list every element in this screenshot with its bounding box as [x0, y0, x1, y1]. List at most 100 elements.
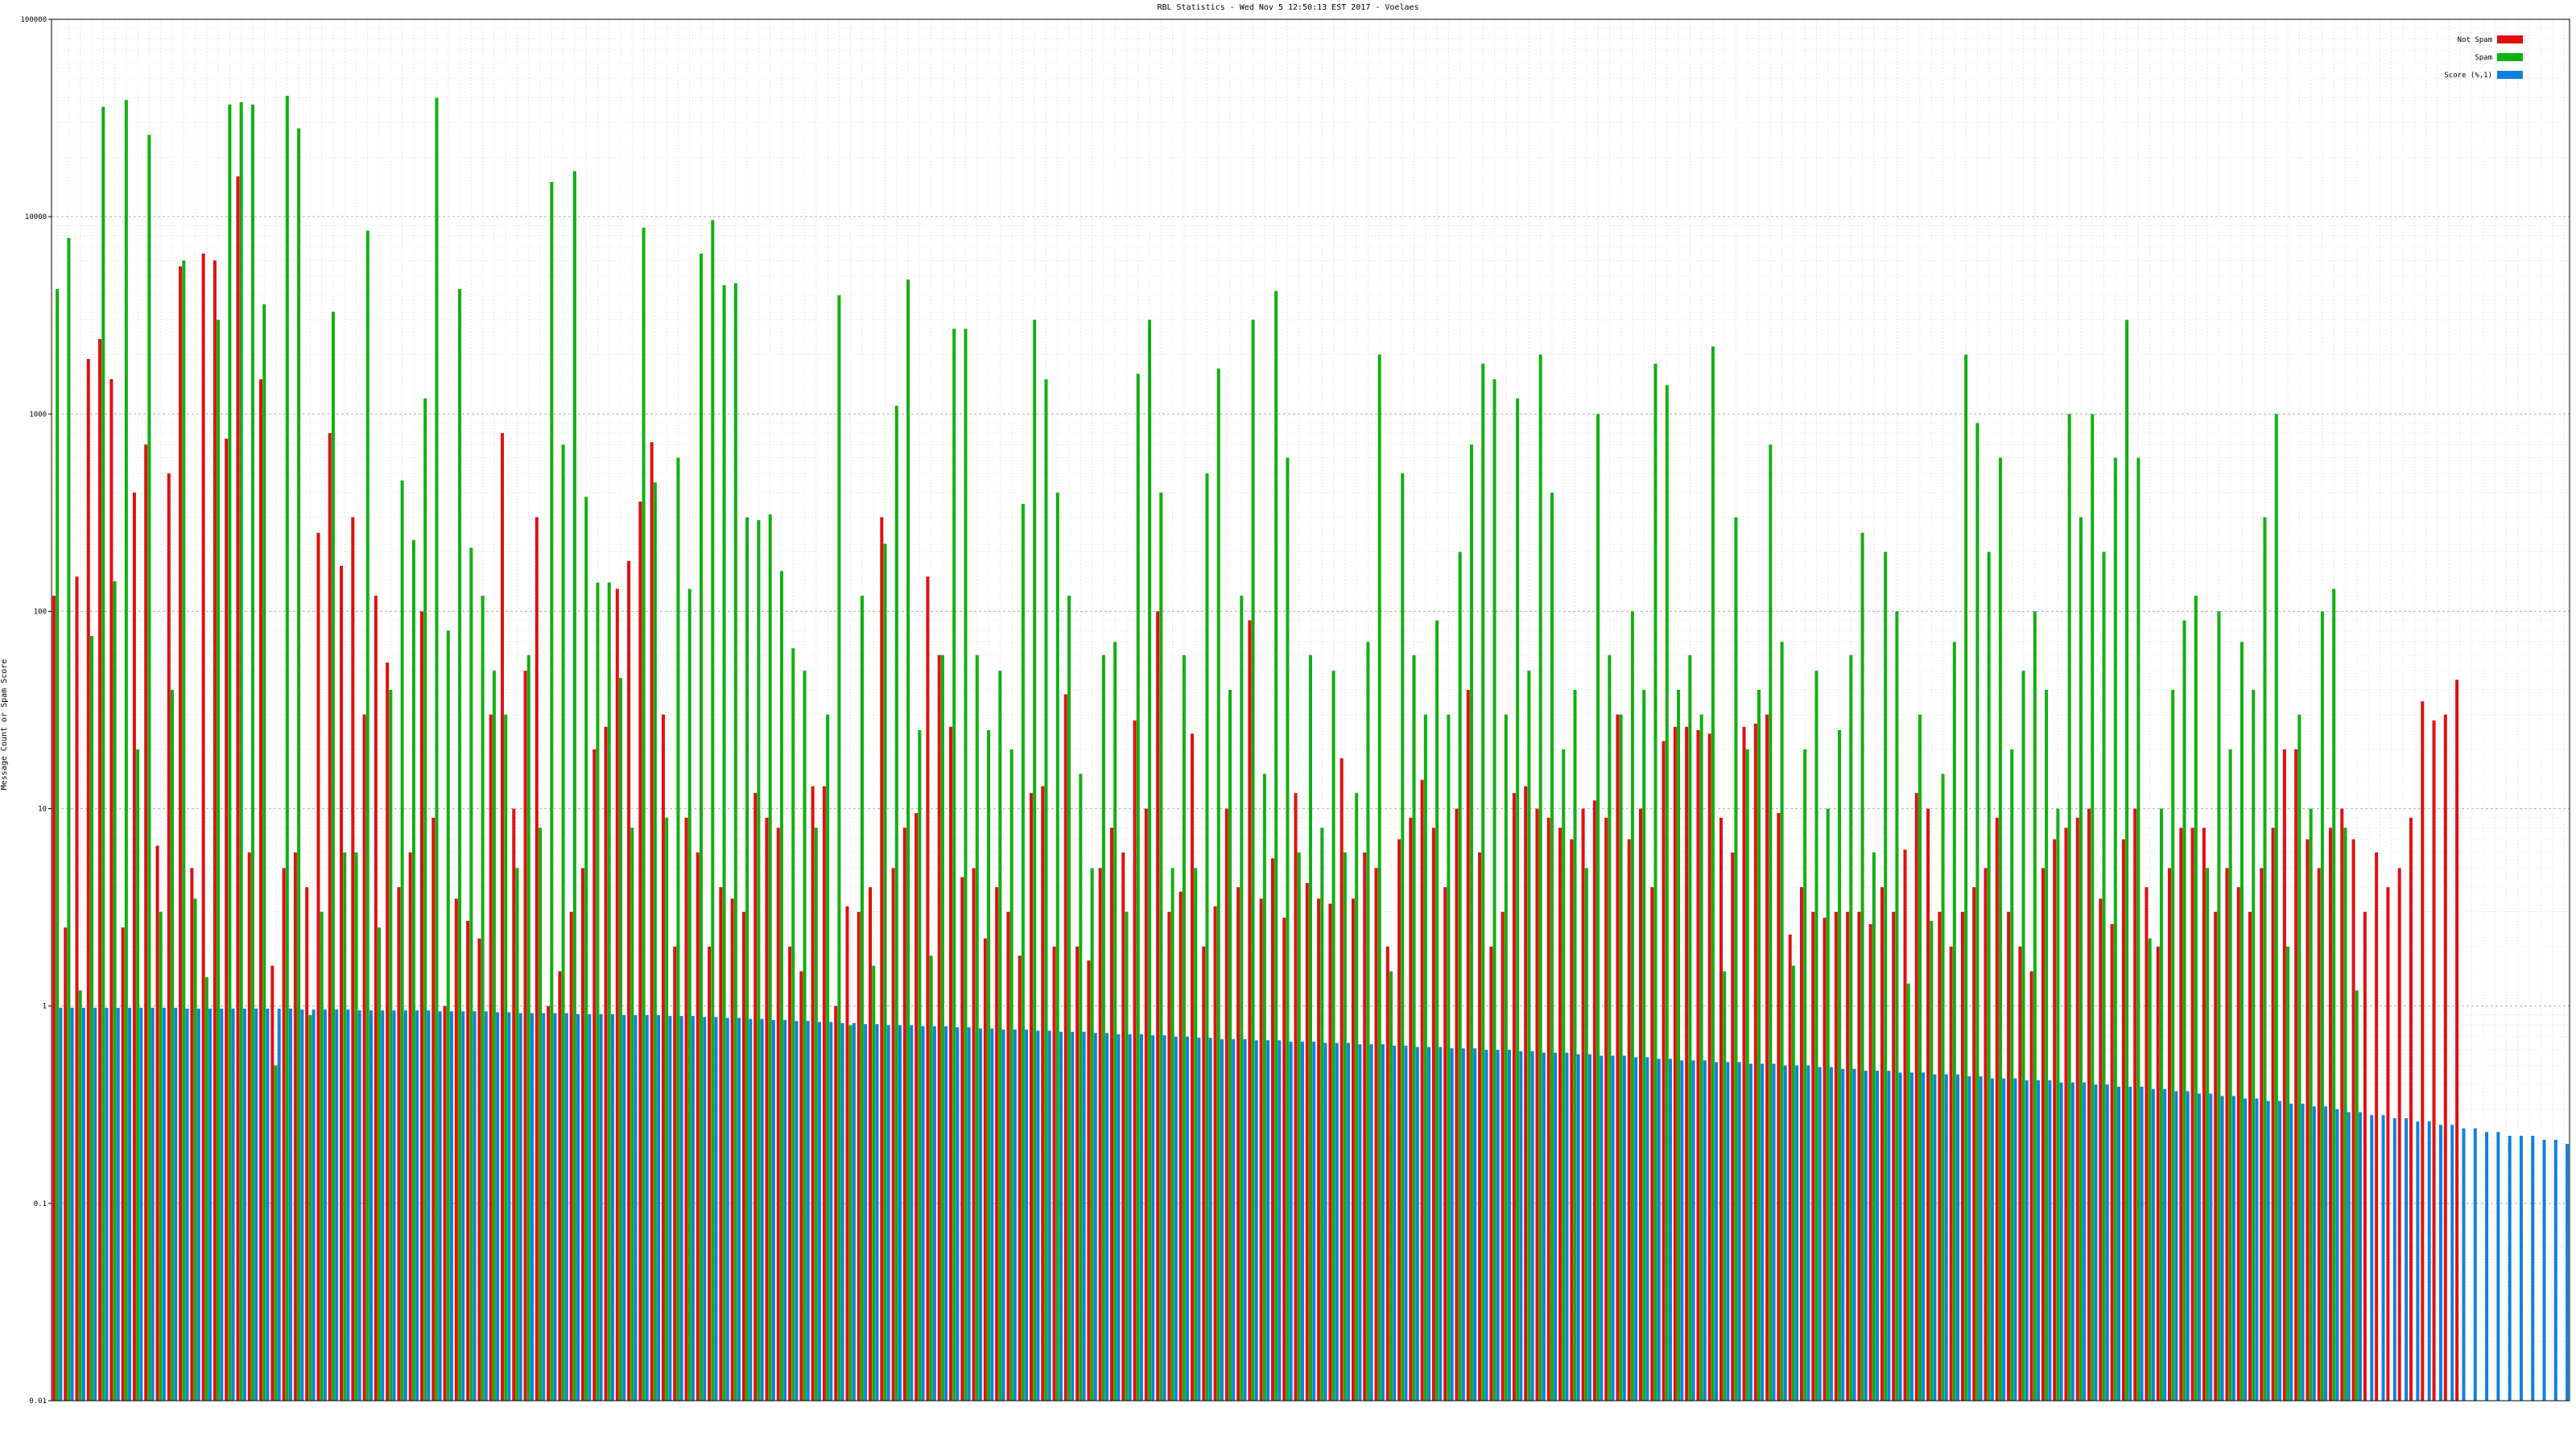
bar-not-spam	[1558, 828, 1563, 1401]
bar-not-spam	[1087, 960, 1091, 1401]
bar-not-spam	[397, 887, 401, 1401]
bar-score-1-	[2289, 1104, 2293, 1401]
bar-score-1-	[599, 1013, 603, 1401]
bar-score-1-	[70, 1007, 74, 1401]
bar-spam	[2091, 414, 2095, 1402]
bar-spam	[561, 444, 565, 1402]
bar-spam	[297, 128, 301, 1401]
bar-spam	[1975, 423, 1979, 1401]
bar-score-1-	[1151, 1035, 1155, 1401]
bar-not-spam	[2294, 749, 2298, 1401]
bar-not-spam	[1868, 923, 1872, 1401]
y-tick-label: 1	[43, 1003, 47, 1011]
bar-spam	[607, 582, 611, 1401]
bar-score-1-	[1484, 1050, 1488, 1401]
bar-spam	[906, 279, 910, 1401]
bar-score-1-	[2220, 1096, 2224, 1401]
bar-score-1-	[1806, 1065, 1810, 1401]
bar-not-spam	[1592, 800, 1596, 1401]
bar-spam	[1814, 671, 1818, 1401]
bar-not-spam	[109, 379, 114, 1402]
bar-spam	[1251, 320, 1255, 1401]
bar-score-1-	[1232, 1038, 1236, 1401]
bar-score-1-	[1162, 1035, 1166, 1401]
bar-not-spam	[121, 927, 125, 1401]
plot-frame	[51, 19, 2570, 1402]
bar-score-1-	[1634, 1057, 1638, 1401]
bar-spam	[1504, 714, 1508, 1401]
bar-not-spam	[983, 938, 987, 1401]
bar-score-1-	[231, 1008, 235, 1401]
bar-spam	[1343, 852, 1347, 1401]
bar-not-spam	[1443, 887, 1447, 1401]
bar-score-1-	[1818, 1067, 1822, 1401]
bar-spam	[872, 965, 876, 1401]
bar-not-spam	[2099, 898, 2103, 1401]
bar-score-1-	[910, 1025, 914, 1401]
bar-score-1-	[725, 1018, 729, 1401]
bar-spam	[1033, 320, 1037, 1401]
bar-score-1-	[1139, 1034, 1143, 1401]
bar-score-1-	[1117, 1034, 1121, 1401]
bar-score-1-	[1772, 1063, 1776, 1401]
bar-spam	[1194, 868, 1198, 1401]
bar-score-1-	[2405, 1118, 2409, 1401]
bar-not-spam	[2121, 839, 2125, 1401]
bar-spam	[1550, 492, 1554, 1401]
bar-not-spam	[351, 517, 355, 1401]
bar-spam	[124, 100, 128, 1402]
bar-spam	[1435, 620, 1439, 1401]
bar-score-1-	[357, 1010, 361, 1401]
bar-score-1-	[461, 1011, 465, 1401]
bar-score-1-	[1404, 1045, 1408, 1401]
bar-spam	[779, 571, 783, 1401]
bar-spam	[274, 1065, 278, 1401]
bar-not-spam	[1765, 714, 1769, 1401]
bar-not-spam	[891, 868, 895, 1401]
bar-spam	[411, 539, 415, 1401]
bar-spam	[929, 956, 933, 1401]
bar-not-spam	[845, 906, 849, 1401]
bar-score-1-	[1001, 1029, 1005, 1401]
bar-spam	[331, 312, 335, 1401]
bar-score-1-	[449, 1011, 453, 1401]
bar-not-spam	[1282, 918, 1286, 1401]
bar-spam	[1699, 714, 1703, 1401]
bar-not-spam	[1420, 779, 1424, 1401]
bar-score-1-	[2140, 1086, 2144, 1401]
bar-spam	[2228, 749, 2232, 1401]
bar-not-spam	[2214, 911, 2218, 1401]
bar-spam	[1401, 473, 1405, 1401]
bar-score-1-	[2231, 1096, 2235, 1401]
bar-score-1-	[1508, 1050, 1512, 1401]
bar-spam	[1366, 642, 1370, 1401]
bar-spam	[515, 868, 519, 1401]
bar-score-1-	[622, 1014, 626, 1401]
bar-spam	[1240, 596, 1244, 1401]
bar-score-1-	[473, 1011, 477, 1401]
bar-spam	[2010, 749, 2014, 1401]
bar-spam	[1389, 971, 1393, 1401]
bar-not-spam	[1788, 935, 1792, 1401]
bar-score-1-	[1691, 1060, 1695, 1401]
bar-not-spam	[2409, 817, 2413, 1401]
bar-score-1-	[1841, 1068, 1845, 1401]
bar-not-spam	[1018, 956, 1022, 1401]
bar-not-spam	[1156, 611, 1160, 1401]
bar-not-spam	[431, 817, 436, 1401]
bar-not-spam	[1742, 726, 1746, 1401]
bar-score-1-	[484, 1011, 488, 1401]
bar-score-1-	[1208, 1038, 1212, 1401]
bar-spam	[1619, 714, 1623, 1401]
bar-score-1-	[1197, 1038, 1201, 1401]
bar-not-spam	[1041, 786, 1045, 1401]
bar-spam	[320, 911, 324, 1401]
bar-spam	[1906, 983, 1910, 1401]
bar-spam	[1009, 749, 1013, 1401]
bar-spam	[768, 514, 772, 1401]
bar-spam	[365, 230, 369, 1401]
y-tick-label: 1000	[29, 411, 47, 419]
bar-not-spam	[293, 852, 297, 1401]
bar-score-1-	[1933, 1074, 1937, 1401]
bar-spam	[987, 730, 991, 1401]
